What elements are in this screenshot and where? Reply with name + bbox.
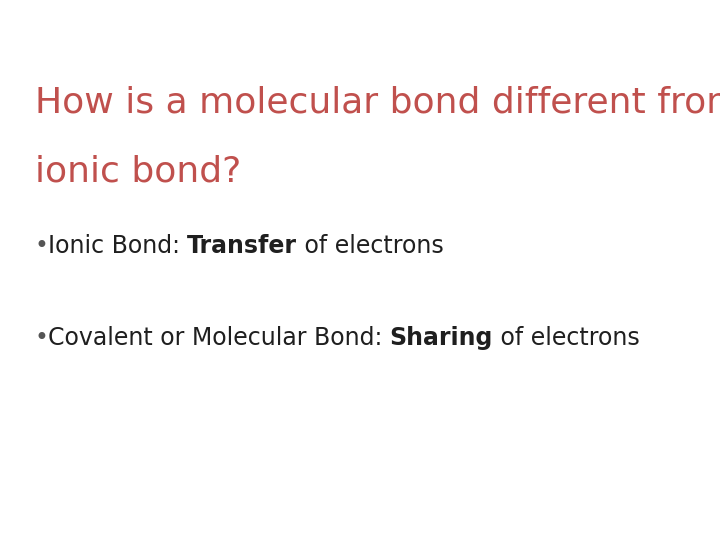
Text: •: • [35,234,48,258]
Text: Covalent or Molecular Bond:: Covalent or Molecular Bond: [48,326,390,350]
Text: •: • [35,326,48,350]
Text: ionic bond?: ionic bond? [35,155,240,188]
Text: of electrons: of electrons [297,234,444,258]
Text: How is a molecular bond different from an: How is a molecular bond different from a… [35,86,720,120]
Text: Sharing: Sharing [390,326,492,350]
Text: Ionic Bond:: Ionic Bond: [48,234,187,258]
Text: Transfer: Transfer [187,234,297,258]
Text: of electrons: of electrons [492,326,639,350]
